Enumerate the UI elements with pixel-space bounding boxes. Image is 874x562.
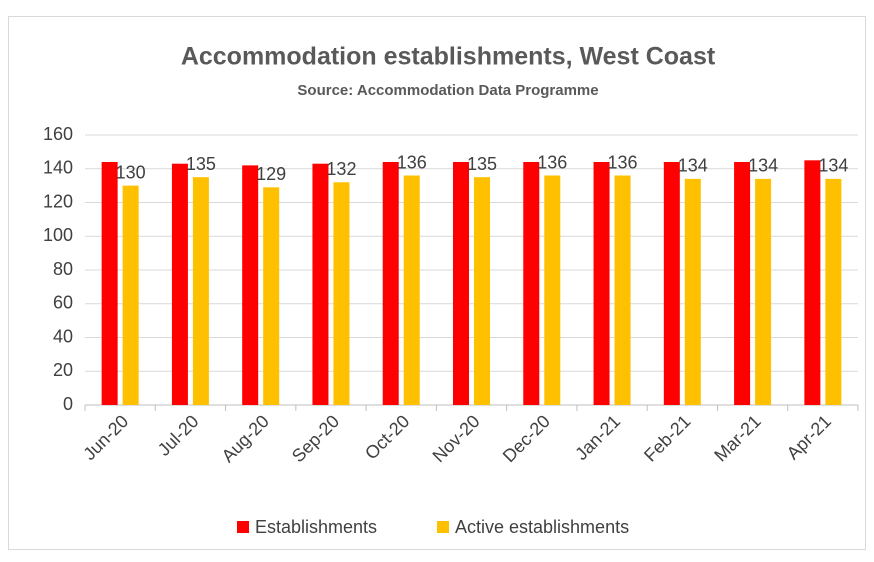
bar <box>544 175 561 405</box>
data-label: 134 <box>818 156 848 176</box>
bar <box>171 163 188 405</box>
y-tick-label: 80 <box>53 259 73 279</box>
bar <box>593 162 610 405</box>
legend-swatch <box>437 521 449 533</box>
bar <box>333 182 350 405</box>
y-tick-label: 40 <box>53 326 73 346</box>
bar <box>122 185 139 405</box>
data-label: 134 <box>748 156 778 176</box>
y-tick-label: 100 <box>43 225 73 245</box>
bar <box>755 178 772 405</box>
chart-subtitle: Source: Accommodation Data Programme <box>297 82 598 99</box>
legend-swatch <box>237 521 249 533</box>
bar <box>734 162 751 405</box>
data-label: 130 <box>116 162 146 182</box>
bar <box>242 165 259 405</box>
bar <box>263 187 280 405</box>
bar <box>663 162 680 405</box>
bar <box>474 177 490 405</box>
bar <box>101 162 118 405</box>
legend-label: Active establishments <box>455 517 629 537</box>
legend-label: Establishments <box>255 517 377 537</box>
bar <box>403 175 420 405</box>
data-label: 132 <box>326 159 356 179</box>
bar <box>825 178 842 405</box>
bar <box>453 162 469 405</box>
data-label: 136 <box>608 152 638 172</box>
bar <box>312 163 329 405</box>
y-tick-label: 160 <box>43 124 73 144</box>
y-tick-label: 140 <box>43 158 73 178</box>
data-label: 136 <box>537 152 567 172</box>
data-label: 135 <box>467 154 497 174</box>
bar <box>684 178 701 405</box>
chart-title: Accommodation establishments, West Coast <box>181 43 716 71</box>
bar <box>614 175 631 405</box>
data-label: 136 <box>397 152 427 172</box>
y-tick-label: 120 <box>43 191 73 211</box>
bar <box>804 160 821 405</box>
data-label: 134 <box>678 156 708 176</box>
bar <box>523 162 540 405</box>
y-tick-label: 0 <box>63 394 73 414</box>
data-label: 135 <box>186 154 216 174</box>
chart-border <box>8 16 866 550</box>
bar <box>382 162 399 405</box>
bar <box>192 177 209 405</box>
y-tick-label: 20 <box>53 360 73 380</box>
y-tick-label: 60 <box>53 293 73 313</box>
data-label: 129 <box>256 164 286 184</box>
